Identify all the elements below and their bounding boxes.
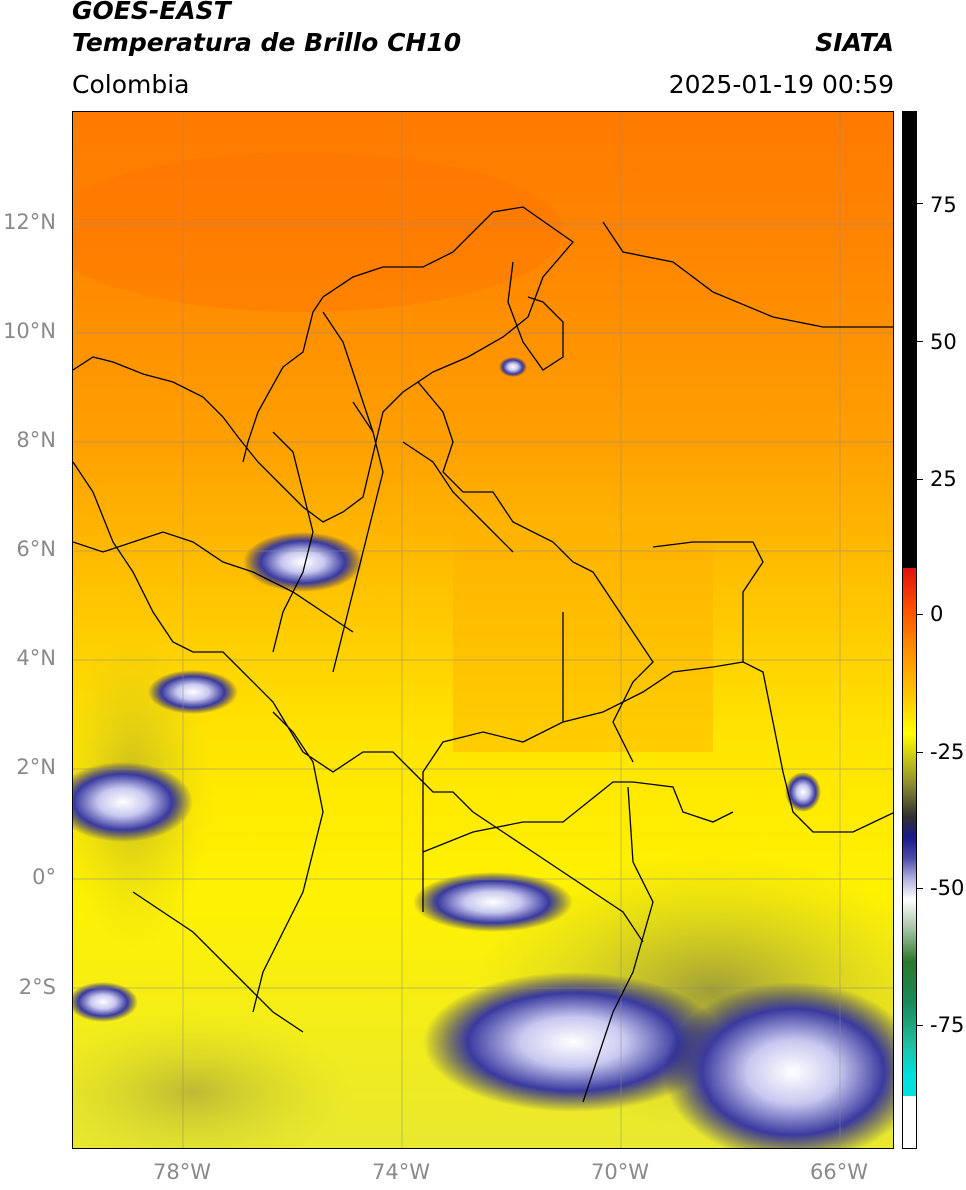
convective-cloud (663, 982, 893, 1148)
colorbar-tick-label: 25 (930, 467, 957, 491)
colorbar-tick-mark (917, 752, 923, 753)
colorbar-tick-mark (917, 341, 923, 342)
timestamp-label: 2025-01-19 00:59 (668, 70, 894, 99)
boundaries (73, 206, 893, 1103)
lat-tick: 12°N (3, 210, 56, 234)
colorbar-tick-mark (917, 479, 923, 480)
lon-tick: 66°W (810, 1160, 868, 1184)
lon-tick: 70°W (591, 1160, 649, 1184)
convective-cloud (148, 670, 238, 714)
brightness-temperature-map (72, 111, 894, 1149)
lat-tick: 2°S (18, 975, 56, 999)
lat-tick: 6°N (16, 537, 56, 561)
colorbar-tick-mark (917, 1025, 923, 1026)
product-title: Temperatura de Brillo CH10 (72, 28, 462, 57)
colorbar-tick-label: -75 (930, 1013, 965, 1037)
region-label: Colombia (72, 70, 190, 99)
satellite-title: GOES-EAST (72, 0, 231, 25)
lat-tick: 0° (32, 865, 56, 889)
colorbar-tick-mark (917, 614, 923, 615)
lon-tick: 74°W (372, 1160, 430, 1184)
colorbar-tick-label: -50 (930, 876, 965, 900)
colorbar-tick-label: 75 (930, 193, 957, 217)
convective-cloud (243, 532, 363, 592)
lat-tick: 4°N (16, 646, 56, 670)
colorbar-tick-label: -25 (930, 740, 965, 764)
colorbar-tick-mark (917, 203, 923, 204)
convective-cloud (785, 772, 821, 812)
lat-tick: 10°N (3, 319, 56, 343)
convective-cloud (423, 972, 723, 1112)
credit-label: SIATA (815, 28, 894, 57)
colorbar-tick-label: 0 (930, 602, 944, 626)
lat-tick: 8°N (16, 428, 56, 452)
convective-cloud (499, 357, 527, 377)
convective-cloud (73, 982, 138, 1022)
graticule (73, 112, 893, 1148)
colorbar-tick-label: 50 (930, 330, 957, 354)
colorbar-tick-mark (917, 888, 923, 889)
lat-tick: 2°N (16, 755, 56, 779)
temperature-colorbar (902, 111, 917, 1149)
lon-tick: 78°W (153, 1160, 211, 1184)
map-canvas (73, 112, 893, 1148)
convective-cloud (73, 762, 193, 842)
convective-cloud (413, 872, 573, 932)
